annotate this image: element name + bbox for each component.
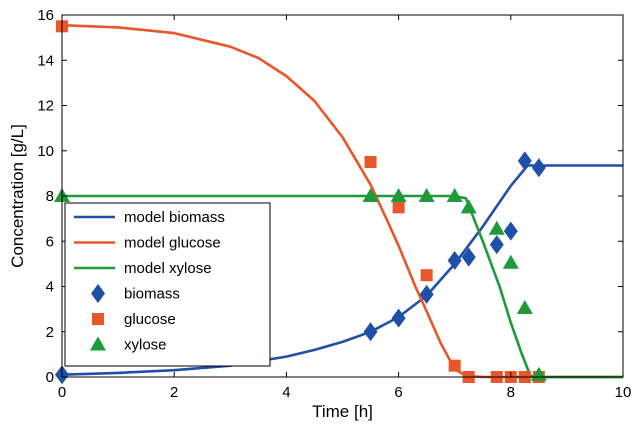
y-axis-ticks: 0 2 4 6 8 10 12 14 16 [37, 7, 623, 386]
y-tick-label: 6 [46, 233, 54, 250]
legend-label-biomass: biomass [124, 286, 180, 303]
y-axis-label: Concentration [g/L] [8, 124, 27, 268]
biomass-data-point [391, 308, 406, 328]
biomass-data-point [447, 250, 462, 270]
legend-label-model-xylose: model xylose [124, 260, 212, 277]
xylose-data-point [516, 299, 533, 314]
y-tick-label: 0 [46, 369, 54, 386]
y-tick-label: 14 [37, 52, 54, 69]
y-tick-label: 4 [46, 279, 54, 296]
legend-swatch-glucose [92, 313, 104, 325]
x-tick-label: 6 [394, 384, 402, 401]
y-tick-label: 16 [37, 7, 54, 24]
legend: model biomass model glucose model xylose bi… [64, 202, 271, 367]
x-tick-label: 4 [282, 384, 290, 401]
xylose-data-point [446, 188, 463, 202]
x-tick-label: 0 [58, 384, 66, 401]
x-axis-ticks: 0 2 4 6 8 10 [58, 15, 632, 401]
glucose-data-point [392, 201, 405, 214]
biomass-data-point [517, 151, 532, 171]
xylose-data-point [418, 188, 435, 202]
y-tick-label: 10 [37, 143, 54, 160]
x-tick-label: 10 [615, 384, 632, 401]
biomass-data-point [531, 158, 546, 178]
xylose-data-point [362, 188, 379, 202]
biomass-data-point [461, 247, 476, 267]
biomass-data-point [503, 221, 518, 241]
y-tick-label: 2 [46, 324, 54, 341]
legend-label-model-biomass: model biomass [124, 209, 225, 226]
xylose-data-point [390, 188, 407, 202]
legend-label-glucose: glucose [124, 311, 176, 328]
glucose-data-point [364, 156, 377, 169]
y-tick-label: 8 [46, 188, 54, 205]
legend-label-model-glucose: model glucose [124, 235, 221, 252]
glucose-data-point [420, 269, 433, 282]
xylose-data-point [460, 199, 477, 214]
xylose-data-point [502, 254, 519, 269]
legend-label-xylose: xylose [124, 337, 167, 354]
legend-swatch-xylose [90, 336, 106, 351]
biomass-data-point [363, 322, 378, 342]
y-tick-label: 12 [37, 98, 54, 115]
biomass-data-point [419, 284, 434, 304]
x-tick-label: 2 [170, 384, 178, 401]
biomass-data-point [489, 235, 504, 255]
xylose-data-point [488, 220, 505, 235]
x-tick-label: 8 [507, 384, 515, 401]
glucose-data-point [448, 359, 461, 372]
plot-markers-layer [54, 20, 547, 385]
x-axis-label: Time [h] [312, 402, 373, 421]
legend-swatch-biomass [91, 284, 105, 303]
